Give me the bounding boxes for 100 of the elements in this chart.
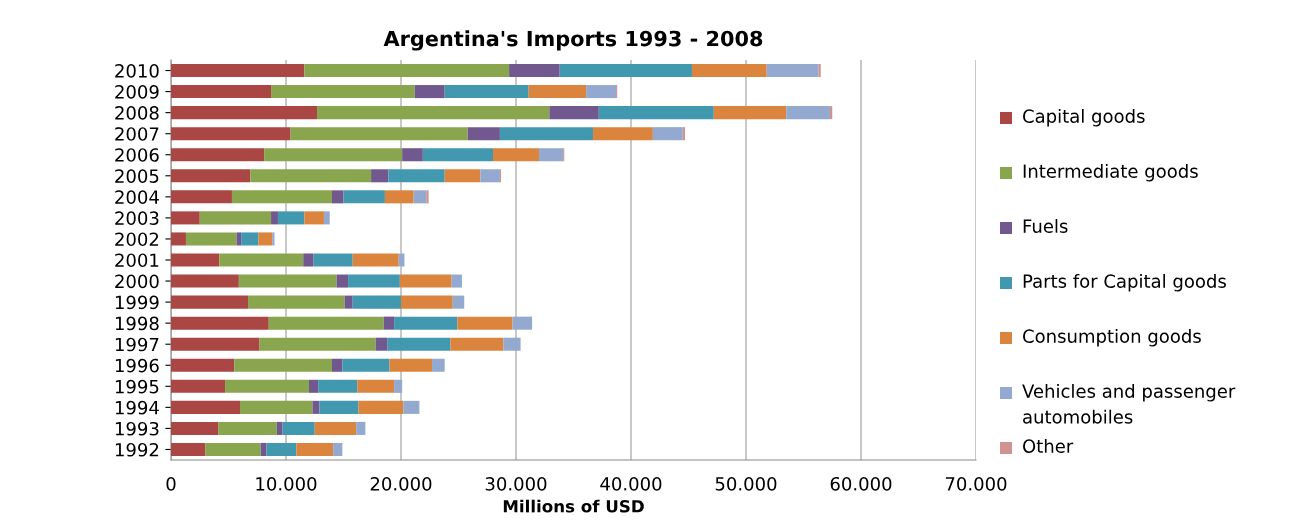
bar — [358, 400, 404, 414]
bar — [225, 379, 309, 393]
bar — [296, 442, 334, 456]
x-tick-label: 70.000 — [945, 476, 1007, 491]
bar — [171, 232, 186, 246]
bar — [333, 442, 343, 456]
bar — [375, 337, 388, 351]
bar — [268, 316, 384, 330]
y-tick-label: 1993 — [115, 421, 159, 436]
legend-label: Fuels — [1023, 219, 1068, 233]
bar — [319, 400, 359, 414]
x-tick-label: 50.000 — [715, 476, 777, 491]
y-tick-label: 2006 — [115, 148, 159, 162]
legend-label: Parts for Capital goods — [1023, 274, 1226, 292]
bar — [452, 295, 465, 309]
x-tick-label: 60.000 — [830, 476, 892, 491]
bar — [317, 106, 550, 120]
y-tick-label: 1992 — [115, 442, 159, 457]
bar — [422, 148, 493, 162]
y-tick-label: 1998 — [115, 316, 159, 331]
bar — [323, 211, 330, 225]
y-tick-label: 2005 — [115, 169, 159, 183]
bar — [586, 85, 617, 99]
bar — [171, 379, 226, 393]
bar — [271, 211, 278, 225]
bar — [399, 274, 452, 288]
bar — [503, 337, 521, 351]
bar — [413, 190, 427, 204]
bar — [231, 190, 332, 204]
bar — [444, 169, 481, 183]
bar — [539, 148, 564, 162]
y-tick-label: 1994 — [115, 400, 159, 415]
bar — [357, 379, 395, 393]
x-axis-title: Millions of USD — [503, 499, 644, 513]
bar — [234, 358, 332, 372]
bar — [185, 232, 237, 246]
bar — [493, 148, 539, 162]
bar — [171, 295, 249, 309]
bar — [450, 337, 504, 351]
bar — [171, 106, 318, 120]
y-tick-label: 2007 — [115, 127, 159, 141]
bar — [171, 211, 200, 225]
bar — [219, 253, 304, 267]
bar — [356, 421, 366, 435]
legend-label: Other — [1023, 439, 1074, 453]
bar — [171, 85, 272, 99]
bar — [290, 127, 468, 141]
bar — [512, 316, 533, 330]
bar — [593, 127, 653, 141]
y-tick-label: 2010 — [115, 63, 159, 78]
bar — [271, 85, 415, 99]
bar — [426, 190, 429, 204]
bar — [467, 127, 500, 141]
x-tick-label: 10.000 — [256, 476, 317, 491]
bar — [266, 442, 297, 456]
bar — [394, 316, 458, 330]
bar — [205, 442, 261, 456]
bar — [389, 358, 433, 372]
y-tick-label: 2004 — [115, 190, 159, 204]
legend-label: Consumption goods — [1023, 329, 1201, 347]
bar — [171, 169, 251, 183]
bar — [250, 169, 372, 183]
bar — [171, 316, 269, 330]
x-tick-label: 30.000 — [485, 476, 547, 491]
bar — [264, 148, 403, 162]
bar — [352, 295, 401, 309]
bar — [451, 274, 462, 288]
legend-label: Vehicles and passenger automobiles — [1022, 384, 1236, 424]
y-tick-label: 2002 — [115, 232, 159, 247]
bar — [171, 253, 220, 267]
bar — [336, 274, 349, 288]
bar — [272, 232, 275, 246]
bar — [313, 253, 353, 267]
bar — [304, 64, 510, 78]
bar — [652, 127, 683, 141]
bar — [403, 400, 420, 414]
bar — [309, 379, 319, 393]
bar — [332, 358, 343, 372]
bar — [342, 358, 390, 372]
bar — [691, 64, 767, 78]
bar — [171, 337, 260, 351]
bar — [171, 190, 232, 204]
y-tick-label: 1999 — [115, 295, 159, 310]
y-tick-label: 1996 — [115, 358, 159, 373]
bar — [387, 337, 451, 351]
bar — [384, 190, 414, 204]
bar — [314, 421, 357, 435]
bar — [303, 253, 314, 267]
bar — [509, 64, 560, 78]
bar — [276, 421, 283, 435]
bar — [559, 64, 692, 78]
bar — [248, 295, 345, 309]
y-tick-label: 2000 — [115, 274, 159, 289]
bar — [444, 85, 529, 99]
x-tick-label: 40.000 — [600, 476, 662, 491]
bar — [318, 379, 358, 393]
bar — [199, 211, 272, 225]
bar — [414, 85, 445, 99]
bar — [171, 127, 291, 141]
bar — [348, 274, 400, 288]
